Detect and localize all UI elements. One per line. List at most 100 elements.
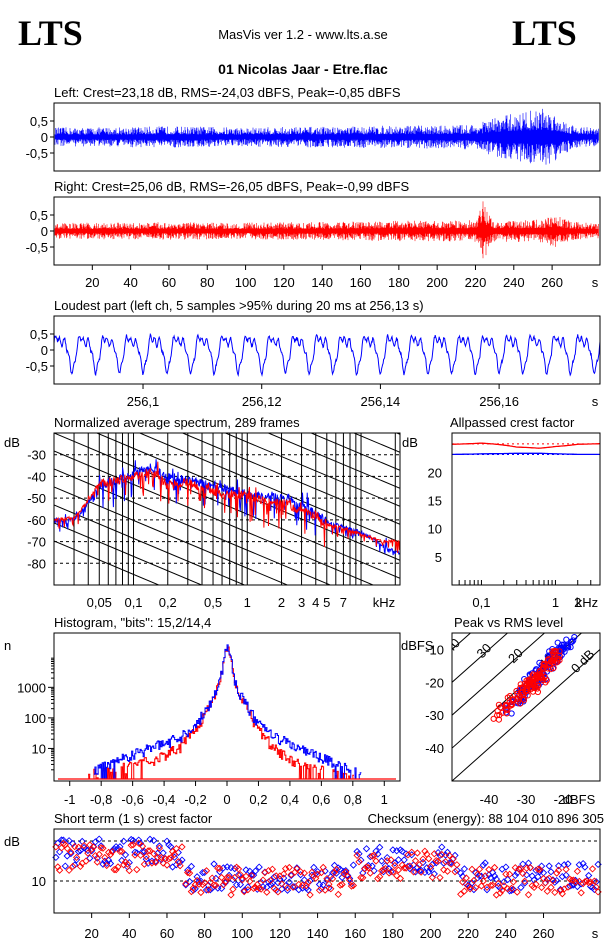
short-term-crest-right-point: [421, 847, 429, 855]
short-term-crest-right-point: [312, 874, 320, 882]
right-waveform-x-tick-label: 160: [350, 275, 372, 290]
short-term-crest-right-point: [82, 857, 90, 865]
short-term-crest-right-point: [462, 874, 470, 882]
short-term-crest-left-point: [330, 861, 339, 870]
short-term-crest-left-point: [453, 866, 461, 874]
short-term-crest-right-point: [541, 879, 550, 887]
short-term-crest-left-point: [253, 885, 261, 893]
peak-vs-rms-y-tick-label: -40: [425, 741, 444, 756]
short-term-crest-left-point: [423, 864, 431, 872]
short-term-crest-title: Short term (1 s) crest factor: [54, 811, 213, 826]
peak-vs-rms-crest-label: 20: [505, 645, 526, 666]
avg-spectrum: Normalized average spectrum, 289 frames d…: [4, 415, 400, 610]
short-term-crest-right-point: [325, 880, 333, 888]
allpassed-crest-y-tick-label: 20: [428, 465, 442, 480]
short-term-crest-y-tick-label: 10: [32, 874, 46, 889]
short-term-crest-right-point: [264, 866, 273, 875]
avg-spectrum-slope-line: [352, 433, 400, 453]
short-term-crest-left-point: [55, 848, 64, 856]
avg-spectrum-frame: [53, 432, 401, 586]
short-term-crest-left-point: [61, 862, 69, 870]
short-term-crest-right-point: [321, 886, 329, 894]
right-waveform-tick-label: -0,5: [26, 240, 48, 255]
short-term-crest-left-point: [283, 886, 292, 894]
short-term-crest-right-point: [155, 844, 164, 852]
left-waveform-signal: [54, 108, 599, 165]
peak-vs-rms-left-point: [564, 642, 571, 650]
short-term-crest-right-point: [202, 867, 211, 875]
short-term-crest-left-point: [313, 867, 322, 876]
short-term-crest-right-point: [571, 878, 580, 886]
short-term-crest-right-point: [460, 887, 469, 895]
histogram-title: Histogram, "bits": 15,2/14,4: [54, 615, 211, 630]
short-term-crest-left-point: [524, 859, 533, 867]
short-term-crest-left-point: [86, 854, 94, 862]
short-term-crest-right-point: [477, 882, 486, 890]
right-waveform-x-tick-label: 220: [465, 275, 487, 290]
short-term-crest-right-point: [551, 888, 559, 897]
peak-vs-rms-x-tick-label: -30: [517, 792, 536, 807]
short-term-crest-right-point: [573, 867, 582, 875]
short-term-crest-right-point: [464, 882, 472, 890]
short-term-crest-right-point: [522, 864, 531, 872]
short-term-crest-x-tick-label: 60: [160, 926, 174, 941]
short-term-crest-right-point: [445, 851, 454, 860]
short-term-crest-left-point: [57, 836, 66, 844]
short-term-crest-left-point: [120, 837, 128, 845]
short-term-crest-right-point: [332, 865, 341, 874]
right-waveform-x-tick-label: 40: [123, 275, 137, 290]
peak-vs-rms-ylabel: dBFS: [401, 638, 434, 653]
short-term-crest-right-point: [176, 862, 184, 870]
short-term-crest-left-point: [489, 868, 497, 877]
short-term-crest: Short term (1 s) crest factor Checksum (e…: [4, 811, 604, 941]
peak-vs-rms-y-tick-label: -20: [425, 675, 444, 690]
short-term-crest-ylabel: dB: [4, 834, 20, 849]
short-term-crest-left-point: [328, 869, 337, 877]
short-term-crest-right-point: [138, 842, 147, 850]
short-term-crest-right-point: [210, 881, 218, 889]
short-term-crest-right-point: [357, 873, 365, 882]
short-term-crest-left-point: [517, 883, 525, 892]
short-term-crest-right-point: [99, 844, 107, 852]
short-term-crest-x-tick-label: 80: [197, 926, 211, 941]
short-term-crest-left-point: [460, 865, 469, 873]
allpassed-crest-title: Allpassed crest factor: [450, 415, 575, 430]
short-term-crest-right-point: [193, 876, 201, 885]
short-term-crest-right-point: [398, 861, 406, 869]
allpassed-crest-right-curve: [451, 442, 600, 449]
short-term-crest-left-point: [167, 842, 175, 851]
short-term-crest-left-point: [545, 862, 553, 870]
short-term-crest-left-point: [502, 863, 510, 871]
short-term-crest-right-point: [244, 886, 252, 894]
short-term-crest-left-point: [558, 872, 566, 881]
short-term-crest-right-point: [473, 870, 482, 878]
avg-spectrum-y-tick-label: -70: [27, 535, 46, 550]
short-term-crest-left-point: [168, 863, 177, 871]
short-term-crest-left-point: [340, 867, 348, 876]
short-term-crest-right-point: [152, 858, 160, 867]
loudest-part-x-unit: s: [592, 394, 599, 409]
logo-right: LTS: [512, 13, 577, 53]
short-term-crest-left-point: [483, 886, 491, 894]
short-term-crest-left-point: [118, 856, 126, 865]
short-term-crest-right-point: [519, 869, 527, 878]
right-waveform-x-tick-label: 60: [162, 275, 176, 290]
short-term-crest-frame: [53, 828, 601, 914]
short-term-crest-left-point: [537, 862, 546, 870]
short-term-crest-right-point: [521, 877, 529, 885]
loudest-part-x-tick-label: 256,12: [242, 394, 282, 409]
short-term-crest-right-point: [562, 865, 570, 874]
short-term-crest-left-point: [323, 876, 331, 884]
short-term-crest-right-point: [72, 853, 81, 862]
peak-vs-rms-right-point: [551, 648, 558, 655]
short-term-crest-right-point: [178, 843, 186, 851]
short-term-crest-left-point: [357, 856, 365, 864]
short-term-crest-right-point: [195, 880, 203, 888]
short-term-crest-left-point: [255, 863, 263, 871]
short-term-crest-left-point: [219, 864, 228, 872]
short-term-crest-left-point: [579, 859, 587, 868]
right-waveform-x-tick-label: 260: [541, 275, 563, 290]
short-term-crest-right-point: [334, 890, 342, 899]
short-term-crest-x-tick-label: 160: [344, 926, 366, 941]
short-term-crest-right-point: [234, 865, 243, 873]
